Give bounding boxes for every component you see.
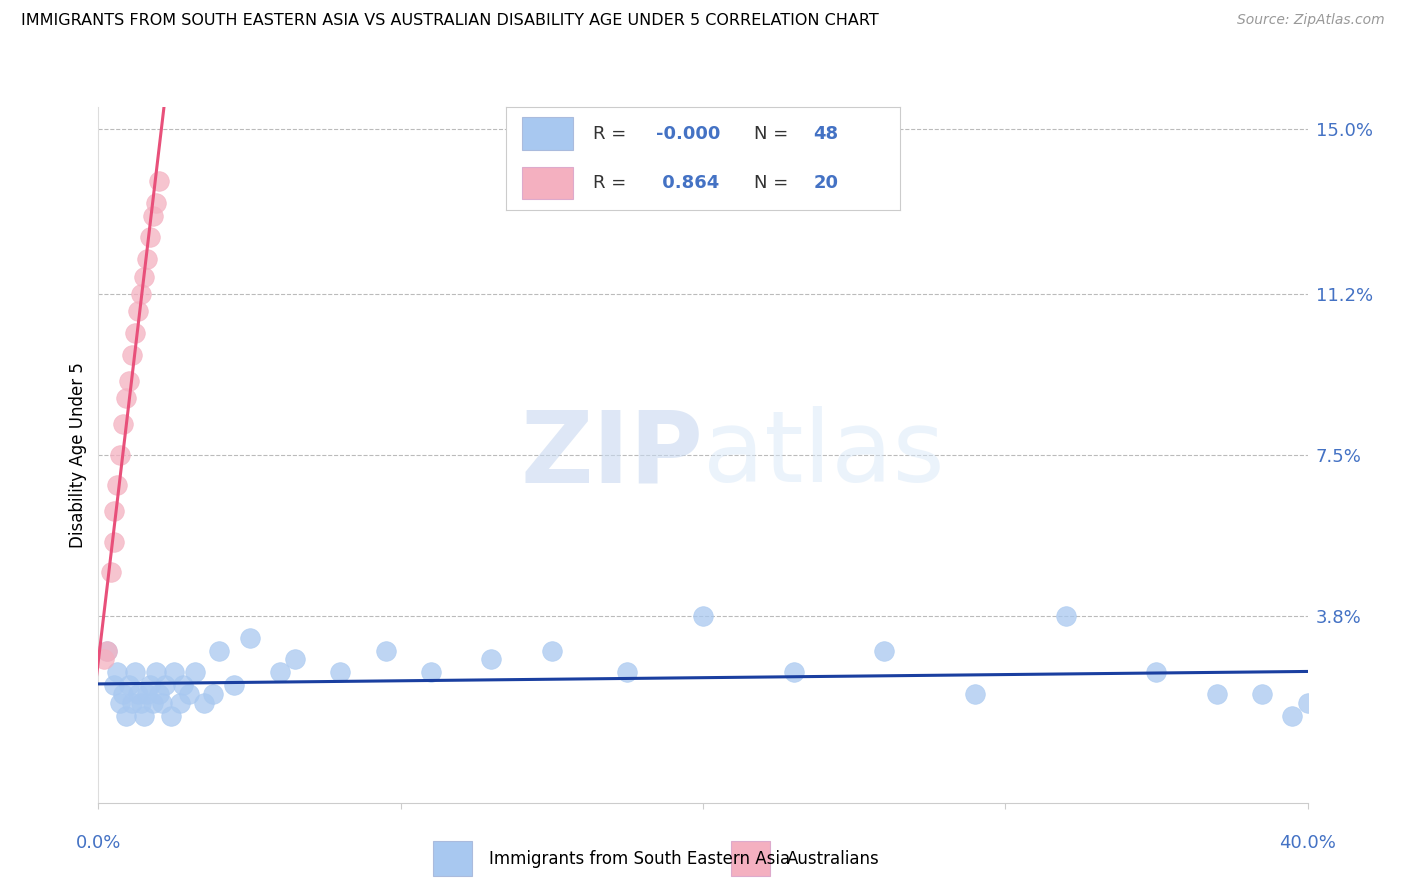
Text: ZIP: ZIP xyxy=(520,407,703,503)
Point xyxy=(160,708,183,723)
Text: 40.0%: 40.0% xyxy=(1279,834,1336,852)
Point xyxy=(965,687,987,701)
Point xyxy=(208,643,231,657)
Point xyxy=(1296,696,1319,710)
Point xyxy=(145,195,167,210)
Text: R =: R = xyxy=(593,125,631,143)
Point xyxy=(103,678,125,692)
Point xyxy=(142,696,165,710)
Point xyxy=(239,631,262,645)
Point xyxy=(139,230,162,244)
Text: Source: ZipAtlas.com: Source: ZipAtlas.com xyxy=(1237,13,1385,28)
Point xyxy=(202,687,225,701)
Point xyxy=(96,643,118,657)
Y-axis label: Disability Age Under 5: Disability Age Under 5 xyxy=(69,362,87,548)
Point xyxy=(132,708,155,723)
Text: N =: N = xyxy=(754,174,794,192)
Point xyxy=(135,252,157,267)
Point xyxy=(145,665,167,680)
Point xyxy=(163,665,186,680)
Point xyxy=(93,652,115,666)
Point xyxy=(121,696,143,710)
Point xyxy=(1281,708,1303,723)
Point xyxy=(184,665,207,680)
Point xyxy=(873,643,896,657)
Point xyxy=(783,665,806,680)
Text: Immigrants from South Eastern Asia: Immigrants from South Eastern Asia xyxy=(489,849,790,868)
Point xyxy=(481,652,503,666)
Text: -0.000: -0.000 xyxy=(655,125,720,143)
Point xyxy=(1054,608,1077,623)
Point xyxy=(96,643,118,657)
Point xyxy=(1206,687,1229,701)
Point xyxy=(108,696,131,710)
Point xyxy=(1251,687,1274,701)
Text: atlas: atlas xyxy=(703,407,945,503)
Point xyxy=(135,687,157,701)
Point xyxy=(111,687,134,701)
Point xyxy=(1144,665,1167,680)
Text: 0.864: 0.864 xyxy=(655,174,718,192)
Text: 48: 48 xyxy=(813,125,838,143)
Point xyxy=(127,304,149,318)
Point xyxy=(118,678,141,692)
FancyBboxPatch shape xyxy=(433,841,472,876)
Point xyxy=(172,678,194,692)
Point xyxy=(420,665,443,680)
Point xyxy=(100,566,122,580)
Point xyxy=(284,652,307,666)
Point xyxy=(139,678,162,692)
Text: Australians: Australians xyxy=(787,849,880,868)
Point xyxy=(169,696,191,710)
Point xyxy=(105,665,128,680)
Text: 20: 20 xyxy=(813,174,838,192)
Point xyxy=(108,448,131,462)
Point xyxy=(105,478,128,492)
FancyBboxPatch shape xyxy=(522,167,574,199)
Point xyxy=(148,174,170,188)
Point xyxy=(124,326,146,341)
Point xyxy=(118,374,141,388)
FancyBboxPatch shape xyxy=(731,841,770,876)
Text: N =: N = xyxy=(754,125,794,143)
Text: R =: R = xyxy=(593,174,631,192)
Point xyxy=(193,696,215,710)
Point xyxy=(103,534,125,549)
Point xyxy=(616,665,638,680)
Point xyxy=(132,269,155,284)
Point xyxy=(114,708,136,723)
Point xyxy=(692,608,714,623)
Point xyxy=(111,417,134,432)
Point xyxy=(129,696,152,710)
Point xyxy=(103,504,125,518)
Text: 0.0%: 0.0% xyxy=(76,834,121,852)
Point xyxy=(374,643,396,657)
Point xyxy=(179,687,201,701)
Point xyxy=(150,696,173,710)
Point xyxy=(114,392,136,406)
Point xyxy=(129,287,152,301)
Point xyxy=(127,687,149,701)
Point xyxy=(540,643,562,657)
FancyBboxPatch shape xyxy=(522,118,574,150)
Point xyxy=(121,348,143,362)
Point xyxy=(329,665,352,680)
Point xyxy=(142,209,165,223)
Text: IMMIGRANTS FROM SOUTH EASTERN ASIA VS AUSTRALIAN DISABILITY AGE UNDER 5 CORRELAT: IMMIGRANTS FROM SOUTH EASTERN ASIA VS AU… xyxy=(21,13,879,29)
Point xyxy=(124,665,146,680)
Point xyxy=(148,687,170,701)
Point xyxy=(153,678,176,692)
Point xyxy=(269,665,291,680)
Point xyxy=(224,678,246,692)
